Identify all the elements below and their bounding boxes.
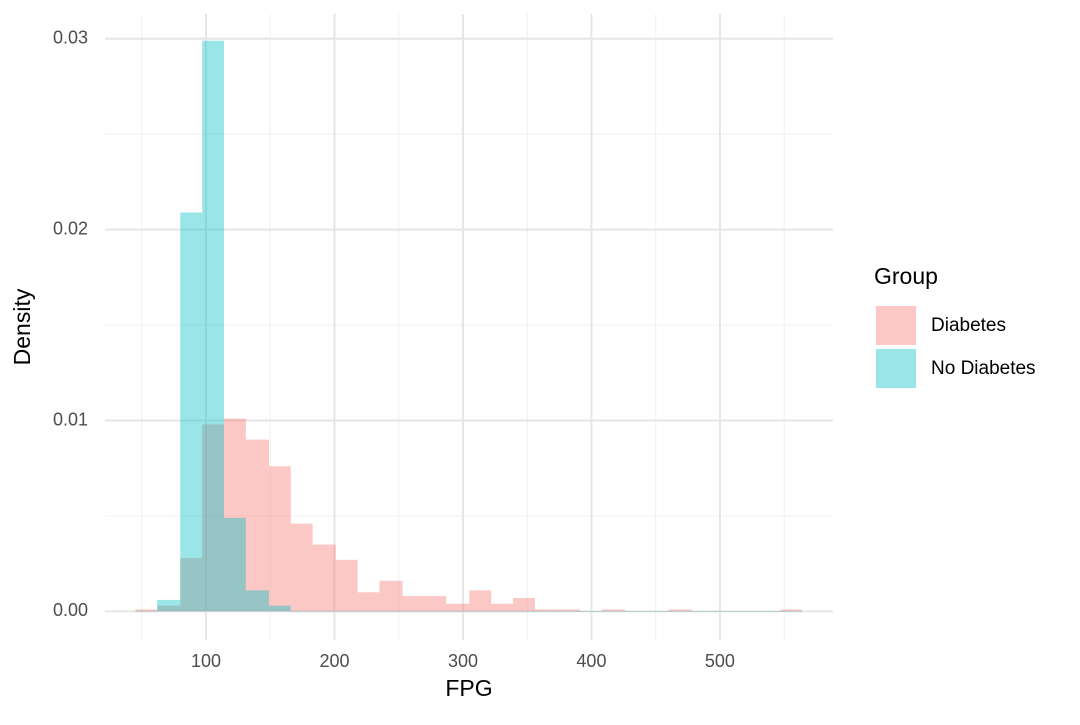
- bar: [446, 603, 470, 612]
- bar: [424, 596, 447, 612]
- bar: [757, 611, 781, 612]
- legend-swatch: [876, 306, 916, 345]
- bar: [245, 590, 269, 612]
- bar: [534, 611, 559, 612]
- bar: [534, 609, 559, 612]
- bar: [290, 611, 313, 612]
- bar: [469, 611, 492, 612]
- bar: [713, 611, 736, 612]
- bar: [290, 523, 313, 612]
- bar: [180, 557, 203, 612]
- bar: [558, 609, 580, 612]
- x-axis-label: FPG: [445, 675, 492, 701]
- bar: [668, 609, 692, 612]
- bar: [245, 439, 269, 612]
- bar: [312, 611, 336, 612]
- bar: [601, 611, 625, 612]
- bar: [379, 580, 403, 612]
- x-tick-label: 400: [576, 651, 606, 671]
- bar: [223, 517, 246, 612]
- x-tick-label: 200: [319, 651, 349, 671]
- bar: [513, 598, 535, 612]
- bar: [691, 611, 714, 612]
- y-tick-label: 0.02: [53, 218, 88, 238]
- legend-swatch: [876, 349, 916, 388]
- bar: [780, 609, 803, 612]
- x-tick-label: 300: [448, 651, 478, 671]
- bar: [780, 611, 803, 612]
- bar: [268, 605, 291, 612]
- bar: [668, 611, 692, 612]
- legend-label: Diabetes: [931, 315, 1006, 336]
- bar: [357, 611, 380, 612]
- legend-label: No Diabetes: [931, 358, 1036, 379]
- bar: [135, 611, 158, 612]
- bar: [601, 609, 625, 612]
- bar: [646, 611, 669, 612]
- x-tick-label: 100: [191, 651, 221, 671]
- bar: [223, 418, 246, 612]
- bar: [335, 611, 358, 612]
- bar: [402, 611, 425, 612]
- bar: [379, 611, 403, 612]
- bar: [735, 611, 758, 612]
- bar: [202, 40, 224, 612]
- bar: [180, 212, 203, 612]
- bar: [579, 611, 602, 612]
- bar: [402, 596, 425, 612]
- bar: [469, 590, 492, 612]
- bar: [624, 611, 647, 612]
- bar: [135, 609, 158, 612]
- bar: [691, 611, 714, 612]
- bar: [491, 603, 514, 612]
- bar: [513, 611, 535, 612]
- bar: [558, 611, 580, 612]
- bar: [491, 611, 514, 612]
- bar: [424, 611, 447, 612]
- y-tick-label: 0.03: [53, 28, 88, 48]
- bar: [757, 611, 781, 612]
- bar: [335, 559, 358, 612]
- bar: [624, 611, 647, 612]
- bar: [735, 611, 758, 612]
- bar: [357, 592, 380, 612]
- bar: [579, 611, 602, 612]
- bar: [312, 544, 336, 612]
- y-tick-label: 0.01: [53, 409, 88, 429]
- bar: [157, 599, 181, 612]
- bar: [646, 611, 669, 612]
- y-axis-label: Density: [9, 288, 35, 365]
- y-tick-label: 0.00: [53, 600, 88, 620]
- legend-title: Group: [874, 263, 938, 289]
- bar: [268, 466, 291, 612]
- bar: [713, 611, 736, 612]
- bar: [202, 424, 224, 612]
- x-tick-label: 500: [705, 651, 735, 671]
- bar: [446, 611, 470, 612]
- bar: [157, 605, 181, 612]
